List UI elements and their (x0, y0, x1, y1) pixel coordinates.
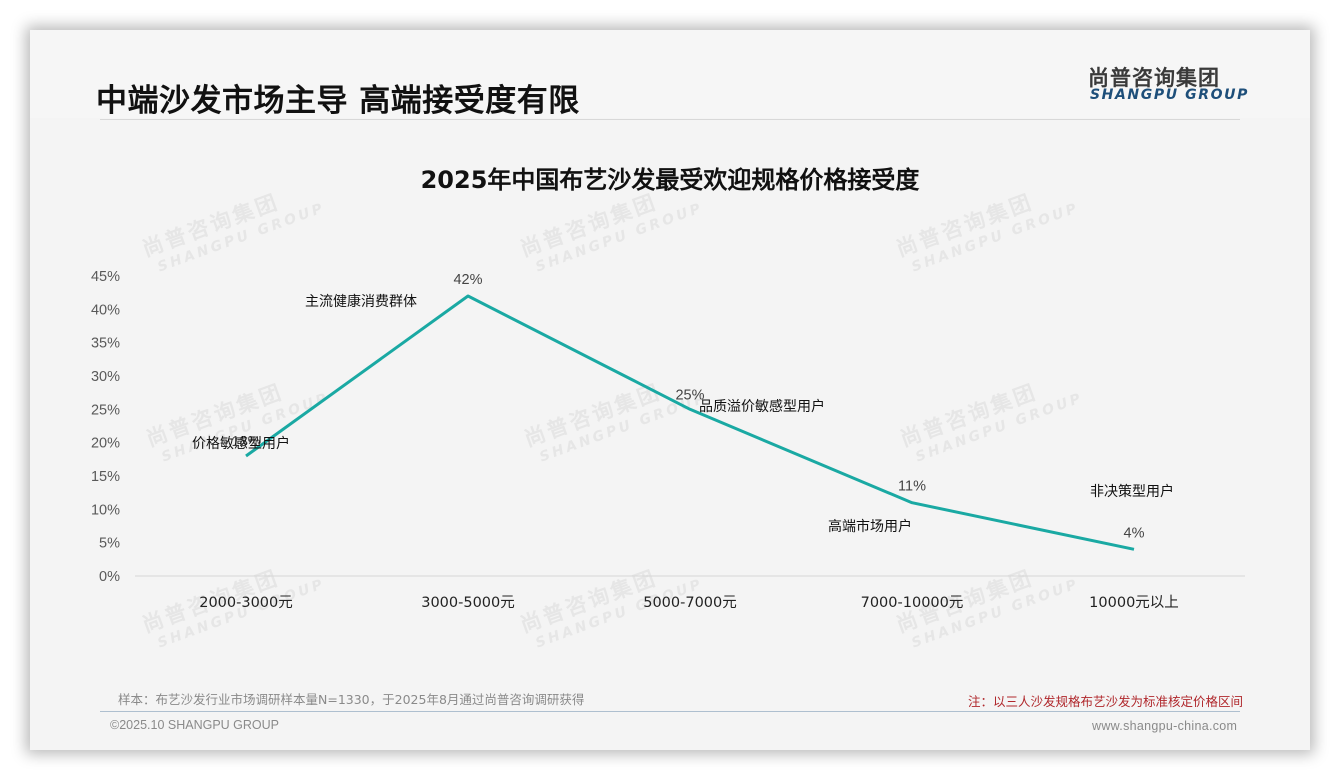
sample-note: 样本：布艺沙发行业市场调研样本量N=1330，于2025年8月通过尚普咨询调研获… (118, 692, 585, 707)
x-tick-label: 5000-7000元 (643, 595, 737, 611)
header-band (30, 30, 1310, 118)
series-line (245, 294, 1135, 551)
data-label: 25% (675, 387, 704, 403)
segment-annotation: 品质溢价敏感型用户 (699, 398, 825, 415)
data-label: 42% (453, 272, 482, 288)
y-tick-label: 20% (91, 436, 120, 452)
y-tick-label: 5% (99, 536, 120, 552)
y-tick-label: 40% (91, 302, 120, 318)
segment-annotation: 主流健康消费群体 (305, 293, 417, 310)
y-tick-label: 30% (91, 369, 120, 385)
footer-divider (100, 711, 1240, 712)
y-tick-label: 25% (91, 402, 120, 418)
logo-cn: 尚普咨询集团 (1088, 66, 1220, 90)
copyright: ©2025.10 SHANGPU GROUP (110, 718, 279, 732)
y-tick-label: 35% (91, 336, 120, 352)
x-tick-label: 3000-5000元 (421, 595, 515, 611)
y-tick-label: 10% (91, 502, 120, 518)
header-divider (100, 119, 1240, 120)
data-label: 11% (898, 479, 926, 495)
slide: 中端沙发市场主导 高端接受度有限 尚普咨询集团 SHANGPU GROUP 尚普… (30, 30, 1310, 750)
data-label: 18% (231, 434, 260, 450)
segment-annotation: 价格敏感型用户 (192, 435, 290, 452)
x-tick-label: 7000-10000元 (861, 595, 964, 611)
x-tick-label: 10000元以上 (1089, 594, 1179, 611)
y-tick-label: 15% (91, 469, 120, 485)
data-label: 4% (1124, 525, 1145, 541)
y-tick-label: 45% (91, 269, 120, 285)
segment-annotation: 非决策型用户 (1090, 483, 1174, 500)
price-range-note: 注：以三人沙发规格布艺沙发为标准核定价格区间 (968, 694, 1244, 709)
line-chart: 0% 5% 10% 15% 20% 25% 30% 35% 40% 45% 2000-3000元 30… (91, 269, 1245, 611)
website-link: www.shangpu-china.com (1092, 719, 1238, 733)
y-tick-label: 0% (99, 569, 120, 585)
segment-annotation: 高端市场用户 (828, 518, 912, 535)
x-tick-label: 2000-3000元 (199, 595, 293, 611)
chart-title: 2025年中国布艺沙发最受欢迎规格价格接受度 (420, 166, 920, 194)
page-title: 中端沙发市场主导 高端接受度有限 (96, 83, 580, 119)
logo-en: SHANGPU GROUP (1090, 87, 1249, 103)
